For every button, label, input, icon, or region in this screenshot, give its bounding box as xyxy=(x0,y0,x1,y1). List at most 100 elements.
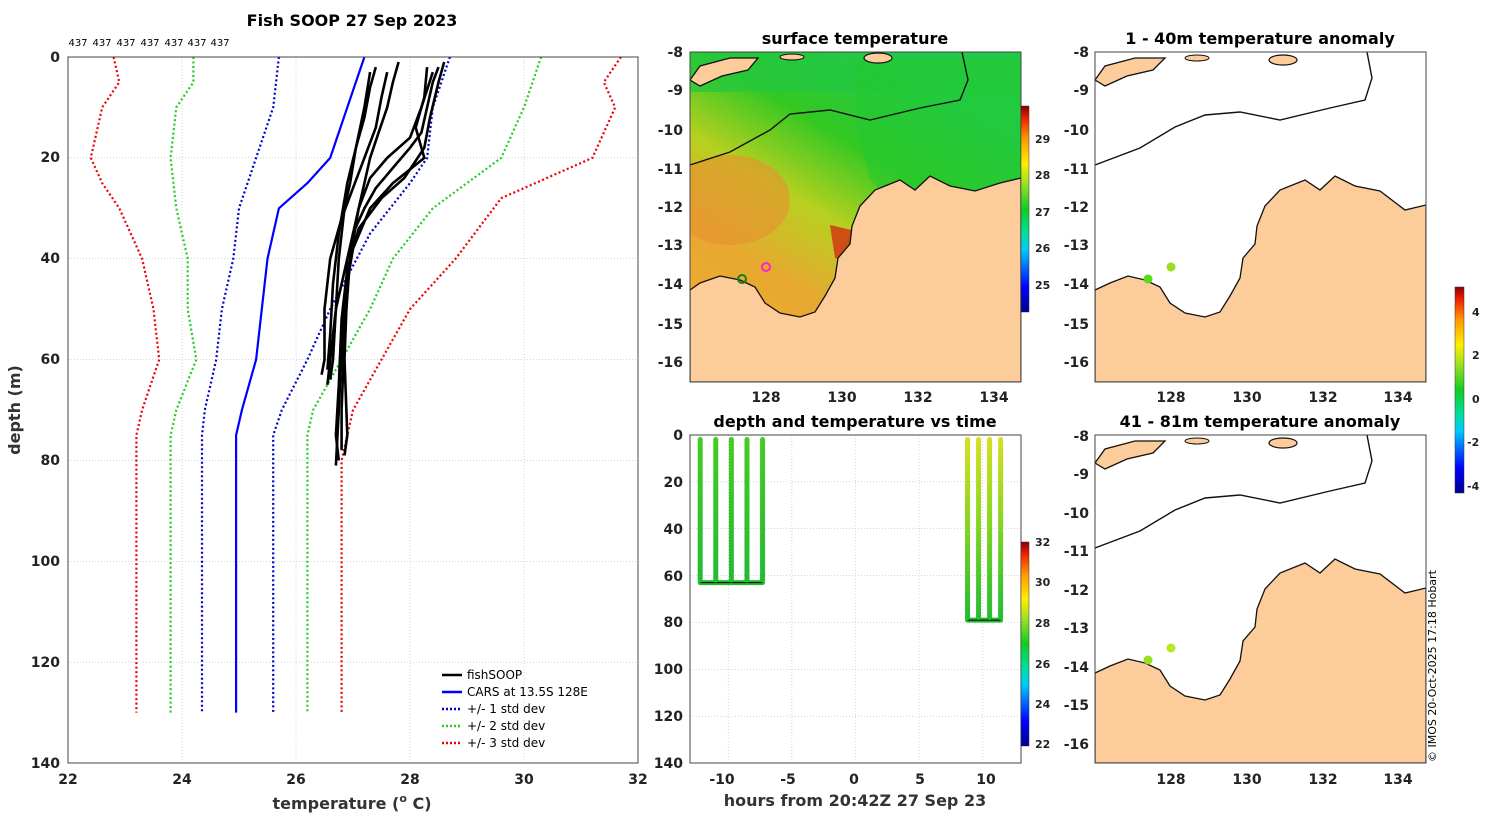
dive-trace xyxy=(965,437,970,620)
y-tick: -13 xyxy=(1064,238,1089,254)
anomaly-island xyxy=(1269,55,1297,65)
y-tick: -13 xyxy=(1064,621,1089,637)
x-tick: 134 xyxy=(979,390,1008,406)
anomaly-deep-yticks: -8 -9 -10 -11 -12 -13 -14 -15 -16 xyxy=(1064,429,1090,753)
x-tick: 0 xyxy=(849,772,859,788)
cb-tick: 28 xyxy=(1035,617,1050,630)
cb-tick: -2 xyxy=(1467,436,1479,449)
x-tick: -10 xyxy=(709,772,735,788)
y-tick: -11 xyxy=(1064,544,1089,560)
dive-trace xyxy=(729,437,734,583)
fishsoop-profile-line xyxy=(345,67,439,455)
time-panel: depth and temperature vs time 0 20 40 60… xyxy=(654,412,1051,810)
anomaly-point xyxy=(1144,275,1153,284)
y-tick: -14 xyxy=(1064,660,1090,676)
y-tick: 0 xyxy=(50,50,60,66)
top-label: 437 xyxy=(187,38,206,49)
legend-label: CARS at 13.5S 128E xyxy=(467,685,588,699)
time-xticks: -10 -5 0 5 10 xyxy=(709,772,996,788)
y-tick: 40 xyxy=(41,251,61,267)
x-tick: 10 xyxy=(976,772,996,788)
y-tick: -8 xyxy=(1073,45,1089,61)
x-tick: 32 xyxy=(628,772,647,788)
y-tick: 20 xyxy=(664,475,684,491)
legend-label: +/- 2 std dev xyxy=(467,719,545,733)
x-tick: -5 xyxy=(780,772,796,788)
sst-map-area xyxy=(670,52,1021,382)
anomaly-point xyxy=(1144,656,1153,665)
fishsoop-profile-line xyxy=(330,67,376,380)
profile-lines xyxy=(91,57,621,713)
top-label: 437 xyxy=(92,38,111,49)
sst-map-xticks: 128 130 132 134 xyxy=(751,390,1008,406)
cb-tick: 25 xyxy=(1035,279,1050,292)
x-tick: 128 xyxy=(1156,772,1185,788)
anomaly-shallow-title: 1 - 40m temperature anomaly xyxy=(1125,29,1395,48)
y-tick: -16 xyxy=(1064,355,1089,371)
x-tick: 26 xyxy=(286,772,305,788)
y-tick: -15 xyxy=(1064,698,1089,714)
dive-trace xyxy=(987,437,992,620)
x-tick: 128 xyxy=(1156,390,1185,406)
y-tick: 80 xyxy=(664,615,684,631)
x-tick: 130 xyxy=(1232,390,1261,406)
y-tick: 60 xyxy=(664,569,684,585)
credit-text: © IMOS 20-Oct-2025 17:18 Hobart xyxy=(1426,569,1439,762)
std-dev-line xyxy=(171,57,197,713)
cb-tick: 0 xyxy=(1472,393,1480,406)
y-tick: -11 xyxy=(658,162,683,178)
anomaly-deep-panel: 41 - 81m temperature anomaly -8 -9 -10 -… xyxy=(1064,412,1426,788)
x-tick: 130 xyxy=(1232,772,1261,788)
sst-warm-patch xyxy=(670,155,790,245)
y-tick: 140 xyxy=(31,756,60,772)
cb-tick: 27 xyxy=(1035,206,1050,219)
y-tick: -10 xyxy=(658,123,684,139)
sst-island xyxy=(780,54,804,60)
y-tick: 80 xyxy=(41,453,61,469)
top-label: 437 xyxy=(116,38,135,49)
cb-tick: 2 xyxy=(1472,349,1480,362)
dive-trace xyxy=(998,437,1003,620)
anomaly-deep-title: 41 - 81m temperature anomaly xyxy=(1120,412,1401,431)
time-colorbar xyxy=(1021,542,1029,746)
x-tick: 134 xyxy=(1383,390,1412,406)
y-tick: -13 xyxy=(658,238,683,254)
x-tick: 134 xyxy=(1383,772,1412,788)
y-tick: -15 xyxy=(1064,317,1089,333)
x-tick: 132 xyxy=(903,390,932,406)
cb-tick: 22 xyxy=(1035,738,1050,751)
y-tick: 60 xyxy=(41,352,61,368)
cb-tick: 28 xyxy=(1035,169,1050,182)
std-dev-line xyxy=(91,57,159,713)
x-tick: 132 xyxy=(1308,390,1337,406)
dive-trace xyxy=(713,437,718,583)
cb-tick: 26 xyxy=(1035,658,1051,671)
anomaly-colorbar-ticks: 4 2 0 -2 -4 xyxy=(1467,306,1480,493)
y-tick: -8 xyxy=(1073,429,1089,445)
y-tick: -16 xyxy=(1064,737,1089,753)
sst-map-yticks: -8 -9 -10 -11 -12 -13 -14 -15 -16 xyxy=(658,45,684,371)
profile-top-labels: 437 437 437 437 437 437 437 xyxy=(68,38,229,49)
cb-tick: 32 xyxy=(1035,536,1050,549)
y-tick: 100 xyxy=(654,662,683,678)
dive-trace xyxy=(760,437,765,583)
y-tick: 120 xyxy=(31,655,60,671)
time-yticks: 0 20 40 60 80 100 120 140 xyxy=(654,428,683,772)
profile-xticks: 22 24 26 28 30 32 xyxy=(58,772,647,788)
sst-colorbar-ticks: 29 28 27 26 25 xyxy=(1035,133,1051,292)
anomaly-shallow-yticks: -8 -9 -10 -11 -12 -13 -14 -15 -16 xyxy=(1064,45,1090,371)
x-tick: 22 xyxy=(58,772,77,788)
profile-yticks: 0 20 40 60 80 100 120 140 xyxy=(31,50,60,772)
y-tick: -16 xyxy=(658,355,683,371)
figure: Fish SOOP 27 Sep 2023 437 437 437 437 43… xyxy=(0,0,1500,820)
std-dev-line xyxy=(342,57,621,713)
anomaly-shallow-xticks: 128 130 132 134 xyxy=(1156,390,1412,406)
cb-tick: 4 xyxy=(1472,306,1480,319)
top-label: 437 xyxy=(164,38,183,49)
x-tick: 5 xyxy=(915,772,925,788)
cb-tick: 24 xyxy=(1035,698,1051,711)
y-tick: 0 xyxy=(673,428,683,444)
profile-title: Fish SOOP 27 Sep 2023 xyxy=(247,11,458,30)
profile-ylabel: depth (m) xyxy=(5,365,24,455)
y-tick: -9 xyxy=(667,83,683,99)
